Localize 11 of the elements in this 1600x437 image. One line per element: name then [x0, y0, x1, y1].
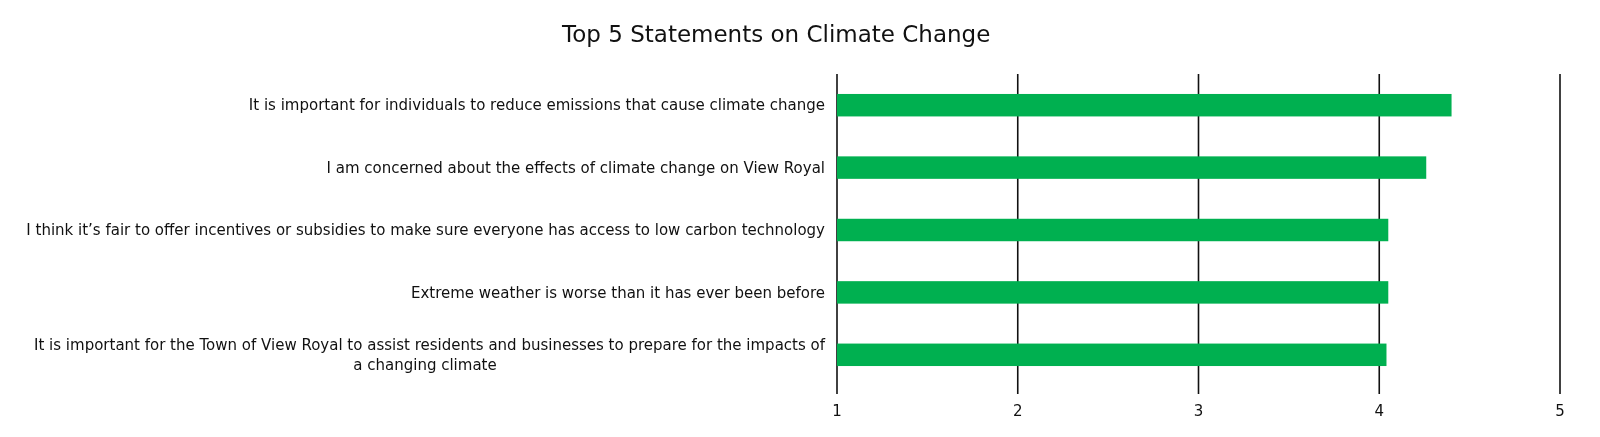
- x-tick-label: 2: [1012, 402, 1023, 420]
- x-tick-label: 4: [1374, 402, 1385, 420]
- chart-title: Top 5 Statements on Climate Change: [561, 21, 991, 47]
- y-tick-label: I think it’s fair to offer incentives or subsidies to make sure everyone has access to low carbon technology: [26, 221, 826, 240]
- x-tick-label: 5: [1555, 402, 1565, 420]
- y-tick-label: I am concerned about the effects of climate change on View Royal: [326, 158, 825, 177]
- x-tick-label: 1: [832, 402, 842, 420]
- x-tick-label: 3: [1193, 402, 1204, 420]
- y-tick-label: Extreme weather is worse than it has ever been before: [410, 283, 825, 302]
- y-tick-label: It is important for the Town of View Royal to assist residents and businesses to prepare for the impacts of a changing climate: [34, 336, 826, 375]
- y-tick-label: It is important for individuals to reduce emissions that cause climate change: [248, 96, 825, 115]
